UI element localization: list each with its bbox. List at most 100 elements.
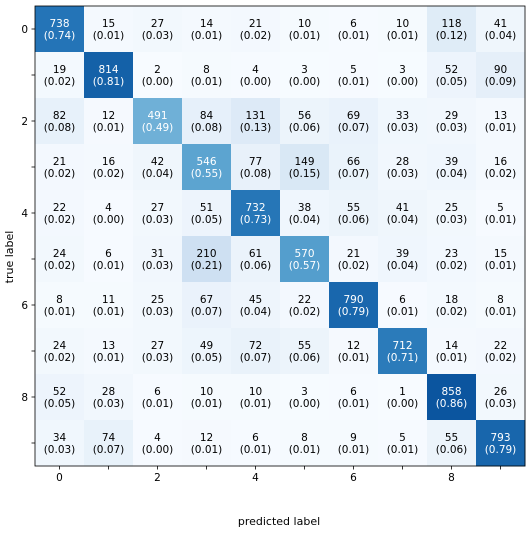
heatmap-cell-labels: 738(0.74)15(0.01)27(0.03)14(0.01)21(0.02… (44, 18, 517, 456)
heatmap-cell-r9-c9 (476, 420, 526, 467)
heatmap-cell-r8-c1 (84, 374, 134, 421)
y-tick-label-4: 4 (21, 208, 28, 220)
cell-count-r8-c5: 3 (301, 386, 308, 398)
cell-fraction-r3-c8: (0.04) (436, 168, 468, 180)
cell-fraction-r4-c9: (0.01) (485, 214, 517, 226)
heatmap-cell-r5-c4 (231, 236, 281, 283)
x-tick-label-6: 6 (350, 472, 357, 484)
cell-fraction-r9-c9: (0.79) (485, 444, 517, 456)
cell-fraction-r3-c0: (0.02) (44, 168, 76, 180)
cell-fraction-r0-c5: (0.01) (289, 30, 321, 42)
cell-count-r3-c9: 16 (494, 156, 508, 168)
cell-count-r8-c1: 28 (102, 386, 115, 398)
heatmap-cell-r2-c6 (329, 98, 379, 145)
cell-fraction-r2-c0: (0.08) (44, 122, 76, 134)
heatmap-cell-r1-c9 (476, 52, 526, 99)
heatmap-cell-r2-c2 (133, 98, 183, 145)
cell-count-r4-c8: 25 (445, 202, 458, 214)
heatmap-cell-r7-c3 (182, 328, 232, 375)
heatmap-cell-r2-c5 (280, 98, 330, 145)
cell-fraction-r4-c1: (0.00) (93, 214, 125, 226)
cell-count-r9-c5: 8 (301, 432, 308, 444)
cell-count-r9-c8: 55 (445, 432, 458, 444)
cell-count-r4-c1: 4 (105, 202, 112, 214)
cell-fraction-r6-c2: (0.03) (142, 306, 174, 318)
cell-fraction-r0-c3: (0.01) (191, 30, 223, 42)
cell-fraction-r7-c7: (0.71) (387, 352, 419, 364)
heatmap-cell-r7-c1 (84, 328, 134, 375)
cell-fraction-r5-c9: (0.01) (485, 260, 517, 272)
heatmap-cell-r9-c6 (329, 420, 379, 467)
heatmap-cell-r5-c3 (182, 236, 232, 283)
x-tick-label-8: 8 (448, 472, 455, 484)
heatmap-cell-r4-c1 (84, 190, 134, 237)
cell-fraction-r2-c5: (0.06) (289, 122, 321, 134)
cell-fraction-r0-c9: (0.04) (485, 30, 517, 42)
heatmap-cell-r6-c5 (280, 282, 330, 329)
cell-count-r2-c8: 29 (445, 110, 458, 122)
heatmap-cell-r0-c5 (280, 6, 330, 53)
cell-count-r8-c2: 6 (154, 386, 161, 398)
heatmap-cell-r8-c5 (280, 374, 330, 421)
cell-count-r2-c0: 82 (53, 110, 66, 122)
cell-count-r2-c4: 131 (245, 110, 265, 122)
cell-count-r1-c7: 3 (399, 64, 406, 76)
cell-count-r6-c3: 67 (200, 294, 213, 306)
cell-fraction-r1-c3: (0.01) (191, 76, 223, 88)
cell-count-r3-c7: 28 (396, 156, 409, 168)
heatmap-cell-r9-c8 (427, 420, 477, 467)
cell-count-r2-c2: 491 (147, 110, 167, 122)
cell-count-r1-c8: 52 (445, 64, 458, 76)
heatmap-cell-r8-c6 (329, 374, 379, 421)
heatmap-cell-r9-c3 (182, 420, 232, 467)
cell-fraction-r1-c6: (0.01) (338, 76, 370, 88)
cell-count-r4-c3: 51 (200, 202, 213, 214)
heatmap-cell-r2-c1 (84, 98, 134, 145)
cell-count-r1-c4: 4 (252, 64, 259, 76)
cell-fraction-r1-c4: (0.00) (240, 76, 272, 88)
heatmap-cell-r3-c7 (378, 144, 428, 191)
cell-count-r8-c0: 52 (53, 386, 66, 398)
cell-count-r6-c7: 6 (399, 294, 406, 306)
cell-count-r8-c7: 1 (399, 386, 406, 398)
cell-fraction-r4-c6: (0.06) (338, 214, 370, 226)
cell-fraction-r9-c3: (0.01) (191, 444, 223, 456)
cell-fraction-r4-c5: (0.04) (289, 214, 321, 226)
cell-count-r5-c4: 61 (249, 248, 262, 260)
cell-count-r3-c8: 39 (445, 156, 458, 168)
cell-count-r8-c6: 6 (350, 386, 357, 398)
heatmap-cell-r8-c7 (378, 374, 428, 421)
cell-count-r2-c3: 84 (200, 110, 214, 122)
x-tick-label-2: 2 (154, 472, 161, 484)
cell-count-r3-c5: 149 (294, 156, 314, 168)
cell-fraction-r0-c6: (0.01) (338, 30, 370, 42)
cell-count-r1-c9: 90 (494, 64, 507, 76)
cell-count-r6-c9: 8 (497, 294, 504, 306)
cell-fraction-r4-c0: (0.02) (44, 214, 76, 226)
cell-fraction-r7-c2: (0.03) (142, 352, 174, 364)
cell-count-r5-c8: 23 (445, 248, 458, 260)
heatmap-cell-r8-c2 (133, 374, 183, 421)
heatmap-cell-r1-c2 (133, 52, 183, 99)
cell-count-r3-c6: 66 (347, 156, 361, 168)
heatmap-cell-r4-c2 (133, 190, 183, 237)
cell-count-r0-c6: 6 (350, 18, 357, 30)
cell-fraction-r2-c7: (0.03) (387, 122, 419, 134)
cell-fraction-r7-c0: (0.02) (44, 352, 76, 364)
cell-fraction-r3-c5: (0.15) (289, 168, 321, 180)
cell-fraction-r7-c4: (0.07) (240, 352, 272, 364)
heatmap-cell-r0-c4 (231, 6, 281, 53)
cell-count-r5-c5: 570 (294, 248, 314, 260)
heatmap-cell-r8-c3 (182, 374, 232, 421)
cell-count-r4-c2: 27 (151, 202, 164, 214)
heatmap-cell-r4-c5 (280, 190, 330, 237)
cell-fraction-r4-c8: (0.03) (436, 214, 468, 226)
heatmap-cell-r1-c5 (280, 52, 330, 99)
cell-fraction-r8-c0: (0.05) (44, 398, 76, 410)
cell-fraction-r2-c1: (0.01) (93, 122, 125, 134)
heatmap-cell-r6-c9 (476, 282, 526, 329)
cell-fraction-r8-c5: (0.00) (289, 398, 321, 410)
cell-fraction-r6-c1: (0.01) (93, 306, 125, 318)
cell-fraction-r4-c7: (0.04) (387, 214, 419, 226)
heatmap-cell-r9-c0 (35, 420, 85, 467)
